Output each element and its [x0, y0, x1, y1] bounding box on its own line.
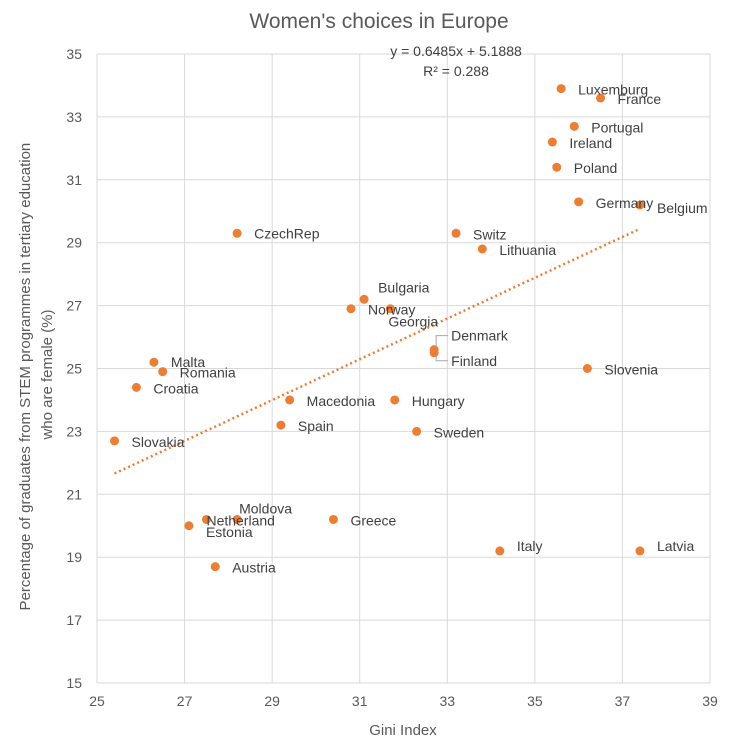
data-label-portugal: Portugal — [591, 119, 643, 135]
y-tick-label: 19 — [66, 549, 82, 565]
data-label-georgia: Georgia — [388, 314, 438, 330]
data-point-macedonia — [285, 395, 295, 405]
tick-labels: 25 27 29 31 33 35 37 39 15 17 19 21 23 25 27 29 31 33 35 — [66, 46, 718, 709]
y-tick-label: 23 — [66, 423, 82, 439]
y-tick-label: 29 — [66, 235, 82, 251]
data-label-estonia: Estonia — [206, 524, 253, 540]
data-point-slovakia — [110, 436, 120, 446]
data-point-italy — [495, 546, 505, 556]
data-label-austria: Austria — [232, 560, 276, 576]
data-label-switz: Switz — [473, 226, 506, 242]
data-point-romania — [158, 367, 168, 377]
x-tick-label: 31 — [352, 693, 368, 709]
data-label-belgium: Belgium — [657, 200, 708, 216]
data-label-hungary: Hungary — [412, 393, 465, 409]
y-tick-label: 17 — [66, 612, 82, 628]
data-point-bulgaria — [359, 294, 369, 304]
data-point-ireland — [547, 137, 557, 147]
data-label-italy: Italy — [517, 538, 543, 554]
data-point-slovenia — [582, 364, 592, 373]
trendline — [113, 227, 641, 475]
data-point-hungary — [390, 395, 400, 405]
data-point-netherland — [201, 514, 211, 524]
chart-title: Women's choices in Europe — [249, 10, 508, 33]
data-point-greece — [328, 514, 338, 524]
data-point-norway — [346, 304, 356, 314]
data-label-moldova: Moldova — [239, 500, 292, 516]
x-tick-label: 35 — [527, 693, 543, 709]
data-point-lithuania — [477, 244, 487, 254]
data-label-slovakia: Slovakia — [132, 434, 185, 450]
data-point-sweden — [412, 426, 422, 436]
data-point-czechrep — [232, 228, 242, 238]
data-point-germany — [574, 197, 584, 207]
data-label-france: France — [618, 91, 662, 107]
y-tick-label: 33 — [66, 109, 82, 125]
data-point-poland — [552, 162, 562, 172]
data-point-moldova — [232, 514, 242, 524]
data-label-luxemburg: Luxemburg — [578, 82, 648, 98]
y-tick-label: 27 — [66, 298, 82, 314]
data-point-estonia — [184, 521, 194, 531]
data-label-lithuania: Lithuania — [499, 242, 556, 258]
y-axis-title-line-2: who are female (%) — [39, 309, 56, 440]
data-label-netherland: Netherland — [206, 512, 275, 528]
data-point-latvia — [635, 546, 645, 556]
data-label-malta: Malta — [171, 354, 205, 370]
x-tick-label: 25 — [89, 693, 105, 709]
data-label-macedonia: Macedonia — [307, 393, 376, 409]
data-label-germany: Germany — [596, 195, 654, 211]
data-label-sweden: Sweden — [434, 424, 485, 440]
leader-line-denmark — [435, 335, 449, 347]
y-tick-label: 15 — [66, 675, 82, 691]
data-point-finland — [429, 348, 439, 358]
data-point-portugal — [569, 121, 579, 131]
data-point-switz — [451, 228, 461, 238]
data-label-bulgaria: Bulgaria — [378, 279, 430, 295]
data-point-luxemburg — [556, 84, 566, 94]
data-point-austria — [210, 562, 220, 572]
data-point-georgia — [385, 304, 395, 314]
data-point-belgium — [635, 200, 645, 210]
x-axis-title: Gini Index — [369, 722, 437, 739]
leader-line-finland — [435, 355, 449, 362]
data-label-denmark: Denmark — [451, 328, 509, 344]
data-label-spain: Spain — [298, 418, 334, 434]
y-tick-label: 21 — [66, 486, 82, 502]
data-label-romania: Romania — [180, 365, 236, 381]
data-points — [110, 84, 645, 572]
x-tick-label: 27 — [177, 693, 193, 709]
data-label-finland: Finland — [451, 353, 497, 369]
data-point-spain — [276, 420, 286, 430]
data-label-croatia: Croatia — [153, 380, 198, 396]
y-axis-title: Percentage of graduates from STEM progra… — [17, 139, 56, 611]
y-tick-label: 35 — [66, 46, 82, 62]
x-tick-label: 33 — [439, 693, 455, 709]
data-label-greece: Greece — [350, 512, 396, 528]
x-tick-label: 29 — [264, 693, 280, 709]
grid-lines — [96, 53, 711, 684]
data-point-malta — [149, 357, 159, 367]
x-tick-label: 37 — [615, 693, 631, 709]
y-tick-label: 31 — [66, 172, 82, 188]
y-tick-label: 25 — [66, 361, 82, 377]
data-label-norway: Norway — [368, 302, 415, 318]
trendline-r-squared: R² = 0.288 — [423, 63, 489, 79]
y-axis-title-line-1: Percentage of graduates from STEM progra… — [17, 143, 34, 611]
x-tick-label: 39 — [702, 693, 718, 709]
data-label-latvia: Latvia — [657, 538, 695, 554]
data-label-slovenia: Slovenia — [604, 362, 658, 378]
trendline-group — [113, 227, 641, 475]
trendline-equation: y = 0.6485x + 5.1888 — [390, 43, 522, 59]
data-label-ireland: Ireland — [569, 135, 612, 151]
data-point-croatia — [131, 382, 141, 392]
data-label-czechrep: CzechRep — [254, 225, 320, 241]
data-label-poland: Poland — [574, 160, 618, 176]
data-point-france — [596, 93, 606, 103]
